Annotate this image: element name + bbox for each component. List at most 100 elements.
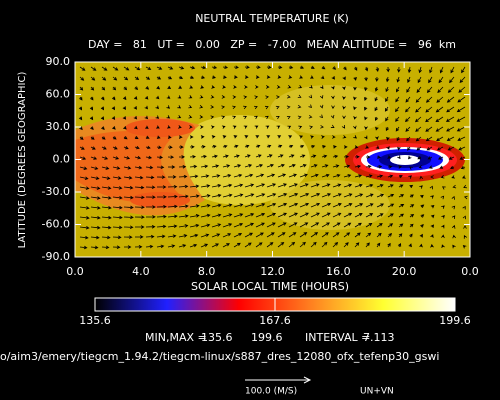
wind-vector: [386, 136, 390, 141]
wind-vector: [440, 175, 445, 179]
wind-vector: [156, 195, 167, 199]
wind-vector: [376, 193, 385, 198]
wind-vector: [277, 212, 288, 218]
wind-vector: [398, 174, 403, 179]
wind-vector: [144, 95, 149, 100]
wind-vector: [244, 144, 250, 149]
wind-vector: [446, 136, 455, 141]
wind-vector: [200, 125, 204, 129]
wind-vector: [265, 85, 270, 89]
wind-vector: [199, 115, 204, 119]
wind-vector: [90, 76, 96, 81]
wind-vector: [365, 222, 373, 228]
wind-vector: [178, 66, 185, 70]
wind-vector: [178, 135, 183, 139]
wind-vector: [364, 86, 368, 92]
wind-vector: [90, 196, 101, 200]
wind-vector: [90, 235, 100, 240]
wind-vector: [167, 244, 176, 248]
wind-vector: [409, 204, 415, 208]
wind-vector: [134, 86, 139, 90]
wind-vector: [441, 205, 445, 209]
wind-vector: [365, 203, 374, 208]
wind-vector: [319, 114, 324, 119]
wind-vector: [221, 125, 226, 129]
wind-vector: [178, 184, 189, 189]
wind-vector: [222, 75, 227, 79]
wind-vector: [178, 165, 187, 169]
wind-vector: [145, 205, 156, 209]
wind-vector: [420, 204, 425, 208]
wind-vector: [189, 214, 200, 218]
wind-vector: [266, 222, 276, 228]
wind-vector: [405, 116, 411, 123]
wind-vector: [211, 213, 222, 218]
wind-vector: [276, 85, 281, 89]
wind-vector: [449, 165, 455, 170]
wind-vector: [244, 154, 251, 158]
wind-vector: [332, 202, 342, 208]
wind-vector: [288, 135, 293, 139]
wind-vector: [178, 204, 189, 209]
wind-vector: [112, 76, 118, 81]
wind-vector: [430, 175, 434, 179]
wind-vector: [299, 173, 308, 178]
wind-vector: [112, 176, 122, 180]
wind-vector: [243, 115, 247, 120]
wind-vector: [277, 144, 283, 149]
wind-vector: [79, 166, 88, 170]
wind-vector: [420, 214, 425, 218]
wind-vector: [374, 86, 379, 92]
wind-vector: [211, 183, 222, 188]
y-tick-label: 60.0: [46, 88, 71, 101]
wind-vector: [189, 154, 196, 159]
x-tick-label: 20.0: [392, 265, 417, 278]
wind-vector: [425, 106, 433, 113]
wind-vector: [332, 222, 341, 228]
wind-vector: [409, 233, 413, 238]
wind-vector: [343, 222, 352, 228]
wind-vector: [101, 196, 112, 200]
wind-vector: [376, 232, 382, 238]
wind-vector: [189, 223, 200, 228]
wind-vector: [458, 146, 466, 151]
wind-vector: [288, 154, 295, 158]
wind-vector: [199, 95, 204, 99]
wind-vector: [406, 136, 411, 142]
wind-vector: [425, 96, 433, 103]
wind-vector: [364, 116, 368, 121]
wind-vector: [310, 135, 314, 139]
wind-vector: [321, 164, 329, 168]
wind-vector: [437, 86, 444, 93]
wind-vector: [429, 185, 433, 190]
wind-vector: [101, 156, 109, 160]
wind-vector: [330, 114, 335, 119]
wind-vector: [233, 144, 239, 149]
wind-vector: [342, 76, 346, 81]
wind-vector: [189, 233, 199, 238]
wind-vector: [417, 156, 422, 160]
wind-vector: [134, 175, 144, 180]
min-max-label: MIN,MAX =: [145, 331, 207, 344]
wind-vector: [419, 233, 423, 238]
wind-vector: [101, 225, 112, 230]
wind-vector: [134, 155, 142, 160]
wind-vector: [427, 156, 433, 160]
wind-vector: [364, 66, 369, 72]
wind-vector: [420, 194, 424, 199]
wind-vector: [353, 125, 357, 130]
file-path: o/aim3/emery/tiegcm_1.94.2/tiegcm-linux/…: [0, 350, 439, 363]
wind-vector: [79, 136, 84, 140]
wind-vector: [167, 214, 178, 219]
wind-vector: [365, 242, 370, 248]
wind-vector: [375, 76, 379, 82]
wind-vector: [144, 105, 149, 110]
wind-vector: [233, 154, 240, 158]
wind-vector: [222, 144, 228, 149]
wind-vector: [167, 184, 178, 189]
wind-vector: [276, 115, 280, 120]
wind-vector: [436, 146, 444, 151]
wind-vector: [79, 96, 83, 101]
wind-vector: [319, 95, 324, 99]
wind-vector: [255, 144, 261, 149]
